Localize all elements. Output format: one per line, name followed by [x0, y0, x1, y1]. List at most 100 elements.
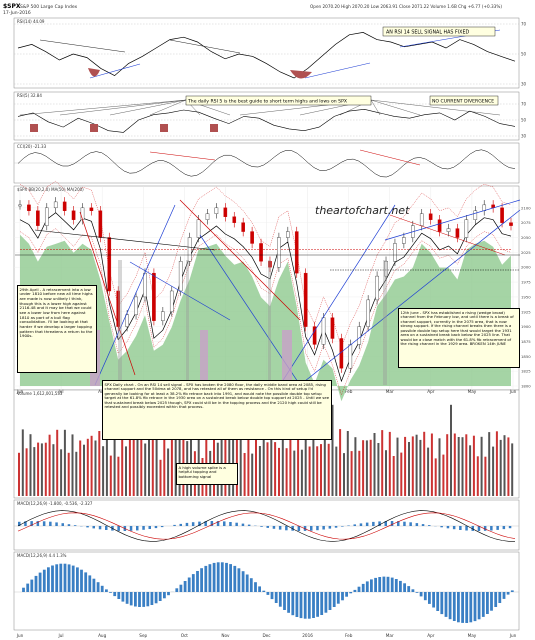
macd-histogram-bar	[285, 526, 288, 531]
volume-bar	[63, 429, 66, 496]
candle-body	[250, 231, 254, 244]
candle-body	[366, 299, 370, 327]
candle-body	[196, 219, 201, 238]
macd2-histogram-bar	[26, 583, 30, 592]
macd2-histogram-bar	[167, 592, 170, 596]
macd-histogram-bar	[173, 524, 176, 526]
volume-bar	[499, 439, 502, 496]
rsi5-line	[17, 108, 516, 133]
volume-bar	[373, 433, 376, 496]
macd-histogram-bar	[347, 525, 350, 526]
candle-body	[187, 237, 192, 262]
macd2-histogram-bar	[510, 590, 514, 592]
panel-macd-frame	[13, 499, 520, 551]
macd-histogram-bar	[397, 521, 400, 526]
macd2-histogram-bar	[345, 592, 348, 597]
candle-body	[500, 207, 504, 223]
candle-body	[116, 290, 120, 327]
macd-histogram-bar	[136, 526, 139, 531]
volume-bar	[511, 443, 514, 496]
trendline-red	[79, 211, 136, 376]
candle-body	[464, 219, 469, 238]
month-tick-label: Jun	[509, 389, 517, 394]
macd2-histogram-bar	[63, 563, 67, 592]
volume-bar	[469, 445, 472, 496]
volume-bar	[408, 442, 410, 496]
volume-bar	[350, 451, 353, 496]
macd-histogram-bar	[496, 526, 499, 530]
volume-bar	[113, 435, 116, 496]
volume-bar	[37, 442, 40, 496]
volume-bar	[327, 443, 330, 496]
macd2-histogram-bar	[332, 592, 336, 607]
macd2-histogram-bar	[125, 592, 129, 604]
rsi14-trendline	[39, 39, 126, 53]
volume-bar	[44, 442, 47, 496]
candle-body	[321, 317, 326, 345]
macd2-histogram-bar	[100, 585, 104, 592]
macd-histogram-bar	[117, 526, 120, 531]
candle-body	[419, 213, 424, 226]
macd-histogram-bar	[446, 526, 450, 529]
month-tick-label: Jul	[58, 389, 64, 394]
macd2-histogram-bar	[117, 592, 121, 599]
volume-bar	[312, 437, 315, 496]
macd2-histogram-bar	[200, 568, 203, 592]
month-tick-label: Apr	[427, 389, 435, 394]
cci-trendline	[359, 149, 421, 166]
volume-bar	[266, 442, 269, 496]
macd-histogram-bar	[229, 522, 232, 526]
macd2-histogram-bar	[481, 592, 485, 617]
macd2-histogram-bar	[245, 574, 249, 592]
trendline-blue	[299, 209, 521, 386]
price-axis-label: 1950	[521, 294, 531, 299]
rsi14-trendline-blue	[304, 62, 371, 79]
candle-body	[62, 201, 67, 211]
macd-histogram-bar	[235, 522, 238, 526]
macd2-histogram-bar	[394, 579, 398, 592]
volume-bar	[247, 432, 250, 496]
volume-bar	[98, 431, 101, 496]
volume-bar	[155, 436, 158, 496]
macd-histogram-bar	[154, 526, 158, 529]
macd2-histogram-bar	[274, 592, 278, 603]
macd2-histogram-bar	[494, 592, 498, 607]
macd2-histogram-bar	[341, 592, 344, 601]
candle-body	[125, 314, 129, 327]
candle-body	[428, 213, 433, 220]
macd2-histogram-bar	[469, 592, 473, 623]
macd2-histogram-bar	[216, 562, 220, 592]
macd2-histogram-bar	[34, 575, 38, 592]
macd2-histogram-bar	[312, 592, 315, 618]
volume-bar	[140, 432, 143, 496]
volume-bar	[503, 435, 506, 496]
macd2-histogram-bar	[336, 592, 340, 604]
macd2-histogram-bar	[328, 592, 332, 610]
macd2-histogram-bar	[378, 577, 382, 592]
candle-body	[53, 201, 58, 209]
macd2-histogram-bar	[220, 562, 224, 592]
candle-body	[152, 272, 156, 321]
volume-bar	[94, 440, 97, 496]
volume-bar	[86, 438, 89, 496]
volume-bar	[90, 435, 93, 496]
rsi14-trendline-blue	[89, 63, 141, 79]
macd2-histogram-bar	[490, 592, 493, 611]
macd2-histogram-bar	[457, 592, 460, 623]
volume-bar	[404, 436, 407, 496]
spike-highlight	[118, 260, 122, 385]
macd2-histogram-bar	[436, 592, 440, 611]
macd2-histogram-bar	[258, 586, 261, 592]
macd-histogram-bar	[198, 521, 201, 526]
rsi14-level-label: 30	[521, 82, 527, 87]
trendline-blue	[384, 199, 521, 241]
macd2-histogram-bar	[59, 563, 63, 592]
rsi5-level-label: 30	[521, 134, 527, 139]
volume-bar	[423, 431, 426, 496]
macd-histogram-bar	[421, 524, 425, 526]
oversold-highlight	[282, 330, 292, 386]
volume-bar	[297, 428, 300, 496]
rsi5-annotation-pointer	[109, 99, 187, 116]
candle-body	[241, 222, 245, 232]
macd2-histogram-bar	[444, 592, 448, 617]
